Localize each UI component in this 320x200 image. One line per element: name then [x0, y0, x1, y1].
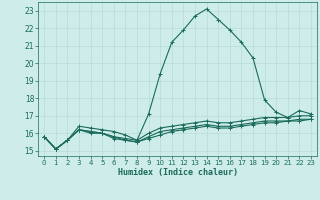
X-axis label: Humidex (Indice chaleur): Humidex (Indice chaleur)	[118, 168, 238, 177]
